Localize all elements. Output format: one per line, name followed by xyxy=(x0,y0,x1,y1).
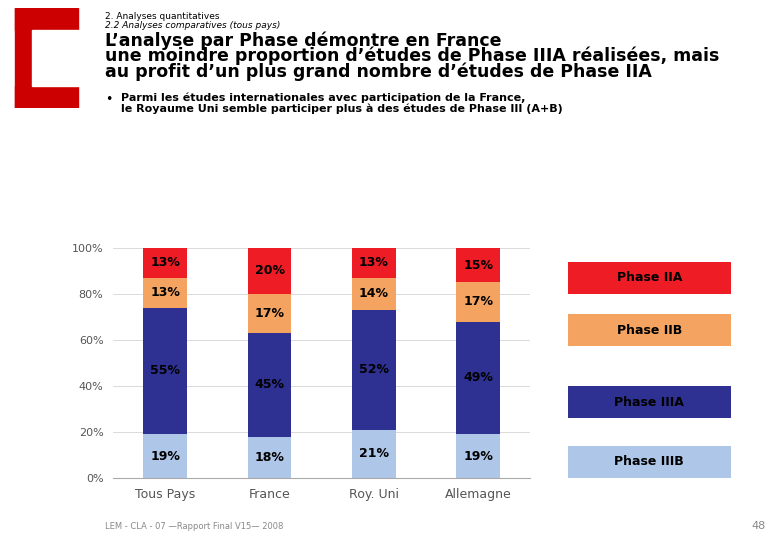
Text: 2. Analyses quantitatives: 2. Analyses quantitatives xyxy=(105,12,220,21)
Bar xyxy=(352,430,395,478)
Text: Phase IIIB: Phase IIIB xyxy=(615,455,684,468)
Bar xyxy=(456,321,500,434)
Text: 21%: 21% xyxy=(359,447,389,460)
Bar xyxy=(16,8,77,30)
Text: 13%: 13% xyxy=(359,256,389,269)
Text: 2.2 Analyses comparatives (tous pays): 2.2 Analyses comparatives (tous pays) xyxy=(105,21,281,30)
Text: le Royaume Uni semble participer plus à des études de Phase III (A+B): le Royaume Uni semble participer plus à … xyxy=(121,104,562,114)
Text: 14%: 14% xyxy=(359,287,389,300)
Text: Phase IIA: Phase IIA xyxy=(616,272,682,285)
Bar xyxy=(16,8,31,108)
Bar xyxy=(456,248,500,282)
FancyBboxPatch shape xyxy=(568,446,731,478)
FancyBboxPatch shape xyxy=(568,386,731,418)
Bar xyxy=(144,278,187,308)
Text: au profit d’un plus grand nombre d’études de Phase IIA: au profit d’un plus grand nombre d’étude… xyxy=(105,63,652,81)
Bar xyxy=(248,436,292,478)
Text: Phase IIB: Phase IIB xyxy=(616,323,682,336)
Bar xyxy=(248,294,292,333)
Text: •: • xyxy=(105,93,112,106)
Bar xyxy=(248,333,292,436)
Text: 13%: 13% xyxy=(151,286,180,299)
Text: une moindre proportion d’études de Phase IIIA réalisées, mais: une moindre proportion d’études de Phase… xyxy=(105,47,720,65)
Text: L’analyse par Phase démontre en France: L’analyse par Phase démontre en France xyxy=(105,31,502,50)
Text: 19%: 19% xyxy=(463,449,493,463)
Bar xyxy=(352,278,395,310)
Bar xyxy=(248,248,292,294)
Text: 49%: 49% xyxy=(463,372,493,384)
Text: 15%: 15% xyxy=(463,259,493,272)
Text: 45%: 45% xyxy=(254,378,285,392)
Text: Phase IIIA: Phase IIIA xyxy=(615,396,684,409)
Text: LEM - CLA - 07 —Rapport Final V15— 2008: LEM - CLA - 07 —Rapport Final V15— 2008 xyxy=(105,522,284,531)
Bar xyxy=(144,308,187,434)
Bar xyxy=(16,86,77,108)
FancyBboxPatch shape xyxy=(568,262,731,294)
Bar xyxy=(144,434,187,478)
Bar xyxy=(31,30,83,86)
Bar xyxy=(352,310,395,430)
FancyBboxPatch shape xyxy=(568,314,731,346)
Text: 17%: 17% xyxy=(254,307,285,320)
Text: 20%: 20% xyxy=(254,265,285,278)
Bar xyxy=(456,434,500,478)
Bar xyxy=(352,248,395,278)
Text: Parmi les études internationales avec participation de la France,: Parmi les études internationales avec pa… xyxy=(121,93,525,103)
Text: 48: 48 xyxy=(752,521,766,531)
Bar xyxy=(144,248,187,278)
Text: 17%: 17% xyxy=(463,295,493,308)
Text: 19%: 19% xyxy=(151,449,180,463)
Text: 55%: 55% xyxy=(151,364,180,377)
Bar xyxy=(456,282,500,321)
Text: 18%: 18% xyxy=(254,451,285,464)
Text: 52%: 52% xyxy=(359,363,389,376)
Text: 13%: 13% xyxy=(151,256,180,269)
